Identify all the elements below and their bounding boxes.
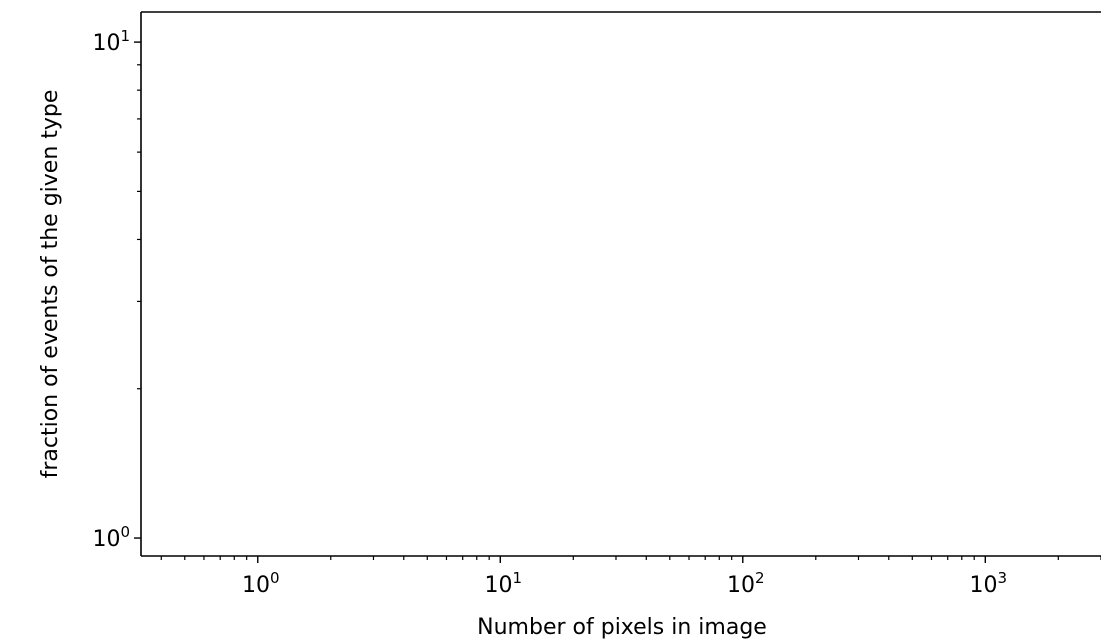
y-tick-label: 100 <box>92 523 130 552</box>
y-axis-label: fraction of events of the given type <box>38 90 63 479</box>
y-tick-label: 101 <box>92 27 130 56</box>
major-ticks <box>134 41 986 563</box>
tick-labels: 100 101 102 103 100 101 <box>92 27 1007 598</box>
x-tick-label: 102 <box>727 569 765 598</box>
x-tick-label: 101 <box>485 569 523 598</box>
minor-ticks <box>137 64 1101 560</box>
x-tick-label: 100 <box>242 569 280 598</box>
x-axis-label: Number of pixels in image <box>477 615 767 640</box>
x-tick-label: 103 <box>970 569 1008 598</box>
